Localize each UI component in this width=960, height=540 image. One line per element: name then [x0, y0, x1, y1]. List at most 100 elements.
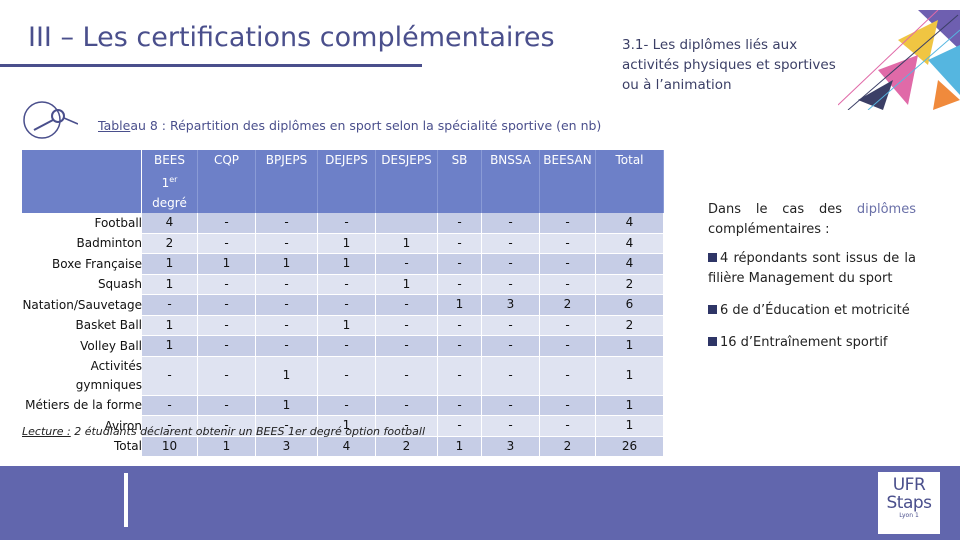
- table-cell: 2: [596, 315, 664, 336]
- table-row: Football 4- - - - - -4: [22, 213, 664, 234]
- side-intro-a: Dans le cas des: [708, 202, 857, 217]
- table-cell: -: [540, 213, 596, 234]
- table-cell: -: [318, 395, 376, 416]
- table-caption: Tableau 8 : Répartition des diplômes en …: [98, 118, 601, 133]
- table-cell: 10: [142, 436, 198, 457]
- table-cell: -: [376, 336, 438, 357]
- table-cell: -: [540, 395, 596, 416]
- header-bees-sup: er: [169, 175, 178, 184]
- table-cell: -: [482, 254, 540, 275]
- side-note: + 1 EAT Jazz ; 1 BAPAAT: [704, 420, 862, 446]
- table-cell: -: [198, 295, 256, 316]
- table-cell: 4: [142, 213, 198, 234]
- table-cell: -: [540, 274, 596, 295]
- table-cell: -: [540, 233, 596, 254]
- table-cell: 1: [142, 315, 198, 336]
- table-cell: -: [482, 336, 540, 357]
- table-row: Boxe Française 1 1 1 1- - - -4: [22, 254, 664, 275]
- table-cell: -: [142, 356, 198, 396]
- table-cell: -: [318, 295, 376, 316]
- table-cell: 1: [198, 254, 256, 275]
- table-cell: -: [256, 274, 318, 295]
- table-cell: 6: [596, 295, 664, 316]
- side-bullet-3-text: 16 d’Entraînement sportif: [720, 335, 888, 350]
- table-cell: -: [198, 356, 256, 396]
- row-label: Total: [22, 436, 142, 457]
- table-cell: -: [438, 315, 482, 336]
- diplomas-table: BEES 1er degré CQP BPJEPS DEJEPS DESJEPS…: [22, 150, 664, 457]
- decorative-pattern-icon: [838, 10, 960, 110]
- table-cell: -: [482, 356, 540, 396]
- table-row: Volley Ball 1- - - - - - -1: [22, 336, 664, 357]
- side-panel: Dans le cas des diplômes complémentaires…: [708, 200, 916, 362]
- table-cell: 1: [318, 315, 376, 336]
- side-intro-b: diplômes: [856, 202, 916, 217]
- table-cell: -: [198, 315, 256, 336]
- row-label: Football: [22, 213, 142, 234]
- table-cell: -: [438, 213, 482, 234]
- table-cell: -: [438, 233, 482, 254]
- table-cell: 1: [318, 254, 376, 275]
- header-bnssa: BNSSA: [482, 150, 540, 213]
- table-row: Total 10 1 3 4 2 1 3 2 26: [22, 436, 664, 457]
- side-bullet-1-text: 4 répondants sont issus de la filière Ma…: [708, 251, 916, 286]
- table-cell: 26: [596, 436, 664, 457]
- header-total: Total: [596, 150, 664, 213]
- header-bees: BEES 1er degré: [142, 150, 198, 213]
- table-row: Basket Ball 1- -1- - - -2: [22, 315, 664, 336]
- table-cell: -: [256, 416, 318, 437]
- table-cell: -: [540, 336, 596, 357]
- table-cell: -: [376, 416, 438, 437]
- table-cell: 1: [256, 395, 318, 416]
- caption-text: au 8 : Répartition des diplômes en sport…: [130, 118, 602, 133]
- bullet-square-icon: [708, 337, 717, 346]
- row-label: Basket Ball: [22, 315, 142, 336]
- side-bullet-2-text: 6 de d’Éducation et motricité: [720, 303, 910, 318]
- table-cell: 1: [142, 336, 198, 357]
- ufr-staps-logo: UFR Staps Lyon 1: [878, 472, 940, 534]
- side-bullet-2: 6 de d’Éducation et motricité: [708, 301, 916, 321]
- table-cell: -: [256, 233, 318, 254]
- table-cell: -: [256, 213, 318, 234]
- table-header-row: BEES 1er degré CQP BPJEPS DEJEPS DESJEPS…: [22, 150, 664, 213]
- table-cell: 4: [318, 436, 376, 457]
- table-row: Activités gymniques - -1- - - - -1: [22, 356, 664, 396]
- table-cell: -: [540, 356, 596, 396]
- row-label: Boxe Française: [22, 254, 142, 275]
- table-cell: -: [318, 213, 376, 234]
- magnifier-icon: [23, 101, 78, 139]
- header-bpjeps: BPJEPS: [256, 150, 318, 213]
- note-label: Lecture :: [22, 425, 71, 438]
- table-cell: -: [142, 416, 198, 437]
- table-cell: 3: [256, 436, 318, 457]
- logo-line-3: Lyon 1: [899, 512, 919, 519]
- table-cell: -: [376, 315, 438, 336]
- table-cell: 3: [482, 295, 540, 316]
- table-note: Lecture : 2 étudiants déclarent obtenir …: [22, 425, 425, 438]
- table-row: Natation/Sauvetage - - - - -1 3 2 6: [22, 295, 664, 316]
- header-bees-l1: BEES: [153, 153, 185, 167]
- table-cell: 2: [376, 436, 438, 457]
- table-cell: 1: [318, 233, 376, 254]
- table-cell: 4: [596, 254, 664, 275]
- table-cell: -: [482, 416, 540, 437]
- table-cell: 1: [376, 233, 438, 254]
- row-label: Badminton: [22, 233, 142, 254]
- table-row: Aviron - - -1- - - -1: [22, 416, 664, 437]
- side-intro: Dans le cas des diplômes complémentaires…: [708, 200, 916, 240]
- table-cell: -: [438, 395, 482, 416]
- table-cell: -: [376, 295, 438, 316]
- header-desjeps: DESJEPS: [376, 150, 438, 213]
- table-cell: -: [198, 213, 256, 234]
- bullet-square-icon: [708, 305, 717, 314]
- row-label: Squash: [22, 274, 142, 295]
- table-cell: 4: [596, 233, 664, 254]
- title-underline: [0, 64, 422, 67]
- table-cell: 2: [142, 233, 198, 254]
- table-cell: 1: [596, 356, 664, 396]
- header-cqp: CQP: [198, 150, 256, 213]
- logo-line-1: UFR: [892, 475, 926, 495]
- row-label: Natation/Sauvetage: [22, 295, 142, 316]
- table-cell: -: [256, 336, 318, 357]
- footer-divider: [124, 473, 128, 527]
